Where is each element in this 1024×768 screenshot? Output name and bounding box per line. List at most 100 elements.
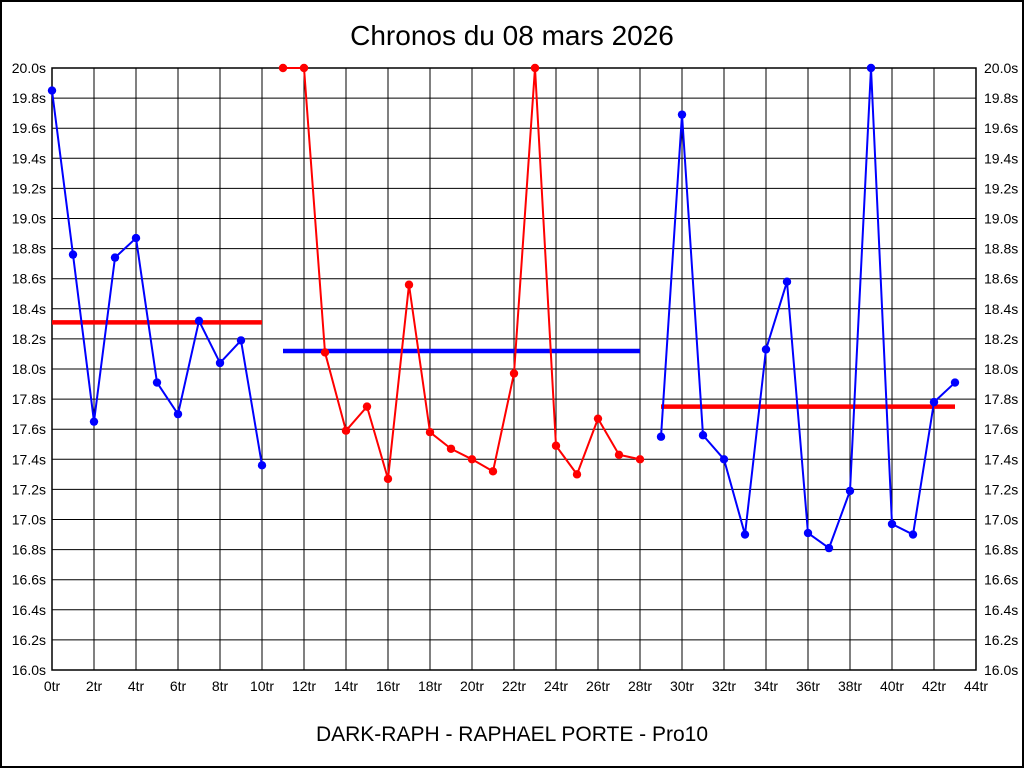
y-axis-tick-label-right: 18.0s	[984, 361, 1018, 377]
y-axis-tick-label-right: 16.2s	[984, 632, 1018, 648]
y-axis-tick-label-right: 19.6s	[984, 120, 1018, 136]
y-axis-tick-label-left: 18.0s	[12, 361, 46, 377]
stint-2-laps-point	[572, 470, 582, 479]
y-axis-tick-label-left: 20.0s	[12, 60, 46, 76]
stint-2-laps-point	[551, 441, 561, 450]
stint-3-laps-point	[698, 431, 708, 440]
stint-2-laps-point	[614, 450, 624, 459]
stint-2-laps-point	[383, 474, 393, 484]
y-axis-tick-label-left: 16.2s	[12, 632, 46, 648]
stint-2-laps-point	[299, 63, 309, 73]
stint-2-laps-point	[341, 426, 351, 435]
x-axis-tick-label: 22tr	[502, 678, 526, 694]
stint-1-laps-point	[236, 336, 246, 345]
x-axis-tick-label: 8tr	[212, 678, 229, 694]
stint-1-laps-point	[257, 461, 267, 470]
y-axis-tick-label-right: 17.8s	[984, 391, 1018, 407]
x-axis-tick-label: 4tr	[128, 678, 145, 694]
y-axis-tick-label-left: 16.0s	[12, 662, 46, 678]
stint-2-laps-point	[278, 63, 288, 73]
y-axis-tick-label-left: 17.4s	[12, 451, 46, 467]
x-axis-tick-label: 44tr	[964, 678, 988, 694]
plot-border	[51, 67, 977, 671]
x-axis-tick-label: 20tr	[460, 678, 484, 694]
stint-3-laps-point	[656, 432, 666, 441]
stint-2-laps-point	[635, 455, 645, 464]
x-axis-tick-label: 24tr	[544, 678, 568, 694]
chart-footer: DARK-RAPH - RAPHAEL PORTE - Pro10	[315, 723, 709, 746]
x-axis-tick-label: 42tr	[922, 678, 946, 694]
stint-1-laps-point	[47, 86, 57, 95]
y-axis-tick-label-right: 19.8s	[984, 90, 1018, 106]
stint-3-laps-point	[824, 543, 834, 553]
stint-3-laps-point	[782, 277, 792, 286]
x-axis-tick-label: 30tr	[670, 678, 694, 694]
y-axis-tick-label-left: 19.8s	[12, 90, 46, 106]
y-axis-tick-label-left: 18.6s	[12, 271, 46, 287]
stint-3-laps-point	[866, 63, 876, 73]
stint-2-laps-point	[467, 455, 477, 464]
stint-1-laps-point	[173, 409, 183, 419]
y-axis-tick-label-left: 17.0s	[12, 512, 46, 528]
x-axis-tick-label: 32tr	[712, 678, 736, 694]
stint-3-laps-point	[845, 486, 855, 496]
stint-3-laps-point	[740, 530, 750, 539]
y-axis-tick-label-right: 17.4s	[984, 451, 1018, 467]
y-axis-tick-label-left: 17.8s	[12, 391, 46, 407]
x-axis-tick-label: 0tr	[44, 678, 61, 694]
stint-2-laps-point	[425, 428, 435, 437]
x-axis-tick-label: 36tr	[796, 678, 820, 694]
stint-2-laps-point	[593, 414, 603, 423]
stint-3-laps-point	[929, 397, 939, 407]
stint-3-laps-point	[887, 519, 897, 529]
y-axis-tick-label-left: 19.4s	[12, 150, 46, 166]
y-axis-tick-label-left: 19.6s	[12, 120, 46, 136]
y-axis-tick-label-left: 19.0s	[12, 211, 46, 227]
stint-3-laps-point	[719, 455, 729, 464]
stint-3-laps-point	[761, 345, 771, 354]
stint-1-laps-point	[215, 358, 225, 368]
stint-2-laps-point	[362, 402, 372, 411]
stint-3-laps-point	[950, 378, 960, 387]
stint-2-laps-point	[446, 444, 456, 453]
stint-2-laps-point	[509, 369, 519, 378]
stint-2-laps-point	[404, 280, 414, 289]
y-axis-tick-label-left: 19.2s	[12, 180, 46, 196]
x-axis-tick-label: 10tr	[250, 678, 274, 694]
x-axis-tick-label: 40tr	[880, 678, 904, 694]
stint-3-laps-point	[677, 110, 687, 119]
stint-2-laps-line	[283, 67, 641, 480]
stint-3-laps-point	[908, 530, 918, 539]
x-axis-tick-label: 28tr	[628, 678, 652, 694]
x-axis-tick-label: 18tr	[418, 678, 442, 694]
y-axis-tick-label-right: 20.0s	[984, 60, 1018, 76]
y-axis-tick-label-left: 17.2s	[12, 481, 46, 497]
stint-1-laps-point	[89, 417, 99, 426]
y-axis-tick-label-right: 19.2s	[984, 180, 1018, 196]
x-axis-tick-label: 12tr	[292, 678, 316, 694]
y-axis-tick-label-left: 16.4s	[12, 602, 46, 618]
stint-1-laps-point	[131, 233, 141, 243]
y-axis-tick-label-left: 17.6s	[12, 421, 46, 437]
stint-3-laps-point	[803, 528, 813, 538]
stint-1-laps-point	[68, 250, 78, 259]
y-axis-tick-label-left: 16.8s	[12, 542, 46, 558]
x-axis-tick-label: 6tr	[170, 678, 187, 694]
x-axis-tick-label: 38tr	[838, 678, 862, 694]
y-axis-tick-label-right: 16.6s	[984, 572, 1018, 588]
y-axis-tick-label-right: 19.4s	[984, 150, 1018, 166]
y-axis-tick-label-right: 16.0s	[984, 662, 1018, 678]
chart-title: Chronos du 08 mars 2026	[350, 20, 674, 51]
y-axis-tick-label-right: 16.8s	[984, 542, 1018, 558]
x-axis-tick-label: 14tr	[334, 678, 358, 694]
y-axis-tick-label-right: 17.2s	[984, 481, 1018, 497]
y-axis-tick-label-right: 19.0s	[984, 211, 1018, 227]
y-axis-tick-label-left: 18.2s	[12, 331, 46, 347]
y-axis-tick-label-left: 16.6s	[12, 572, 46, 588]
y-axis-tick-label-right: 17.6s	[984, 421, 1018, 437]
y-axis-tick-label-left: 18.4s	[12, 301, 46, 317]
y-axis-tick-label-right: 17.0s	[984, 512, 1018, 528]
x-axis-tick-label: 2tr	[86, 678, 103, 694]
